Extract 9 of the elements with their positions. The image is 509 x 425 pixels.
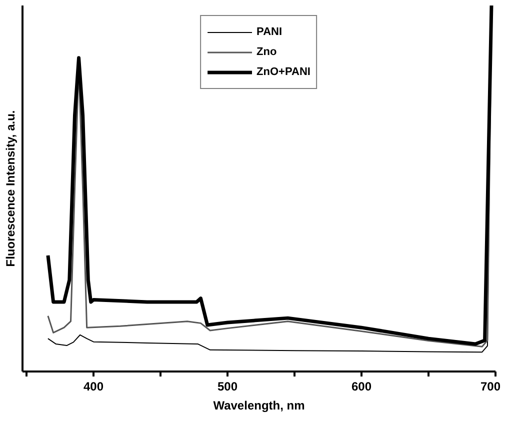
legend-label: Zno [256, 46, 277, 58]
x-tick-label: 500 [218, 380, 238, 394]
x-axis-title: Wavelength, nm [213, 398, 305, 412]
x-tick-label: 700 [480, 380, 501, 394]
y-axis-title: Fluorescence Intensity, a.u. [4, 110, 18, 267]
x-tick-label: 600 [351, 380, 372, 394]
x-tick-label: 400 [84, 380, 104, 394]
legend-label: PANI [256, 26, 282, 38]
legend-label: ZnO+PANI [256, 66, 310, 78]
